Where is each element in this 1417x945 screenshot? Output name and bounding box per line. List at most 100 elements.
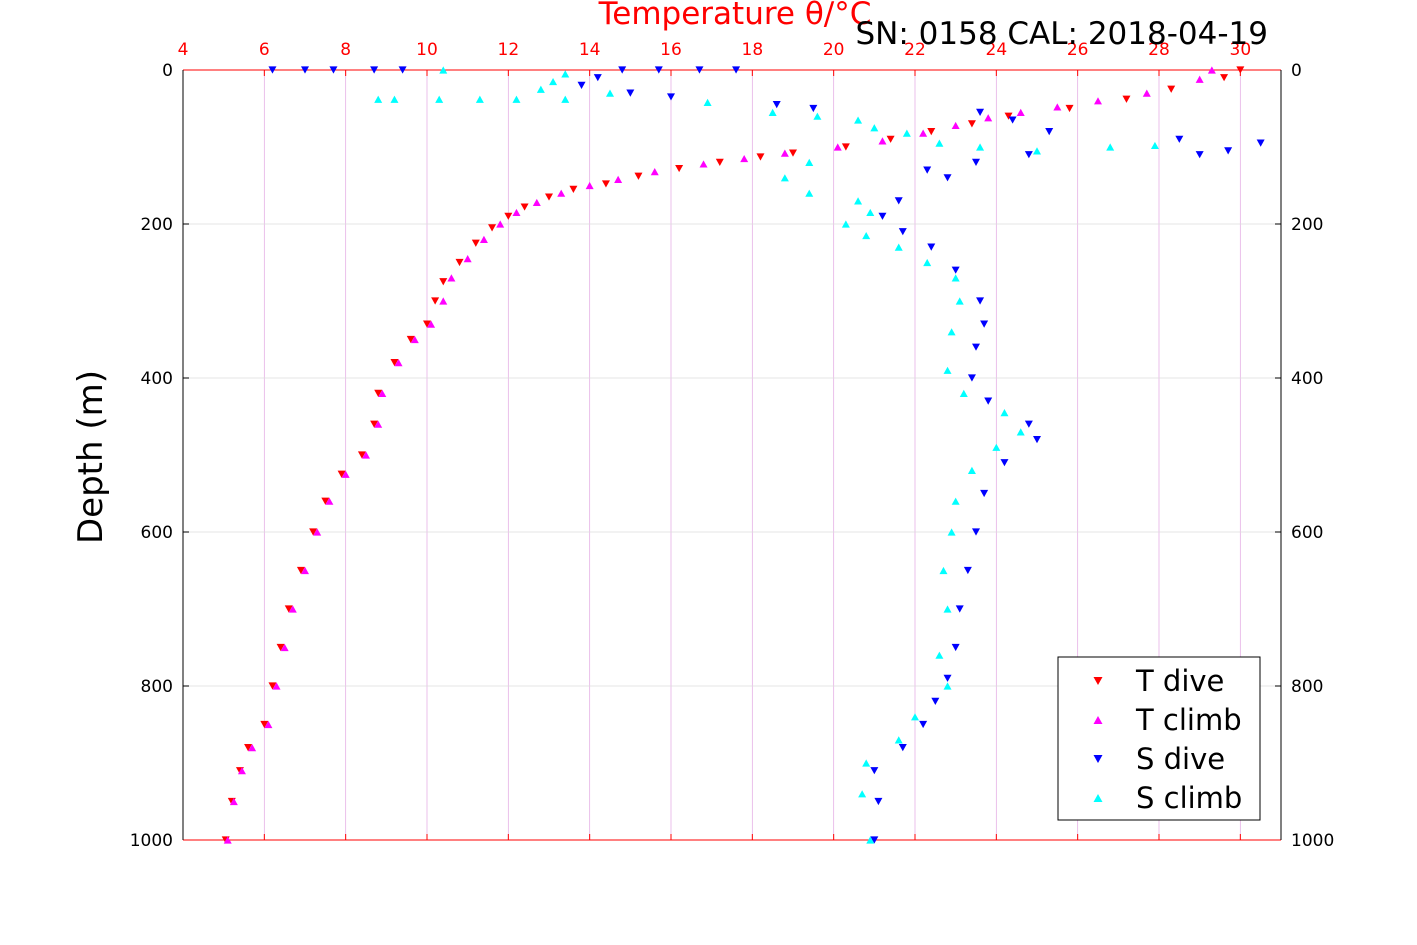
data-point [943, 366, 952, 374]
x-tick-label: 12 [498, 40, 520, 60]
data-point [927, 243, 936, 251]
data-point [654, 66, 663, 74]
data-point [976, 143, 985, 151]
data-point [329, 66, 338, 74]
data-point [439, 66, 448, 74]
data-point [561, 70, 570, 78]
data-point [858, 790, 867, 798]
x-tick-label: 4 [178, 40, 189, 60]
data-point [577, 81, 586, 89]
data-point [1094, 97, 1102, 105]
data-point [1150, 141, 1159, 150]
data-point [870, 836, 879, 844]
data-point [1016, 428, 1025, 436]
data-point [951, 497, 960, 505]
data-point [805, 189, 814, 197]
data-point [1142, 89, 1151, 97]
data-point [626, 89, 635, 97]
data-point [1256, 139, 1265, 147]
data-point [1195, 75, 1204, 83]
data-point [927, 128, 936, 136]
data-point [288, 605, 297, 613]
data-point [935, 139, 944, 147]
series-s-climb [374, 66, 1159, 844]
data-point [878, 212, 887, 220]
data-point [740, 154, 749, 163]
data-point [886, 135, 895, 143]
data-point [272, 682, 281, 690]
data-point [390, 95, 399, 103]
data-point [614, 175, 623, 183]
y-axis-label: Depth (m) [71, 370, 111, 544]
data-point [866, 208, 875, 217]
data-point [321, 497, 330, 505]
data-point [504, 212, 513, 220]
data-point [878, 137, 887, 145]
data-point [862, 231, 871, 240]
data-point [1220, 74, 1229, 82]
data-point [703, 98, 712, 106]
x-tick-label: 28 [1148, 40, 1170, 60]
data-point [406, 335, 415, 344]
data-point [301, 66, 309, 74]
data-point [695, 66, 704, 74]
data-point [431, 297, 440, 305]
data-point [1033, 436, 1041, 444]
data-point [439, 278, 448, 286]
data-point [898, 228, 907, 236]
tick-labels: 4 6 8 10 12 14 16 18 20 22 24 26 28 30 0 0 200 200 400 400 6… [130, 40, 1335, 851]
data-point [923, 258, 932, 267]
data-point [732, 66, 741, 74]
data-point [1065, 104, 1074, 113]
data-point [423, 320, 431, 328]
data-point [1207, 66, 1216, 74]
data-point [1033, 147, 1041, 155]
data-point [715, 158, 724, 166]
data-point [479, 235, 488, 243]
data-point [699, 160, 708, 168]
x-tick-label: 14 [579, 40, 601, 60]
data-point [488, 224, 497, 232]
data-point [439, 297, 448, 305]
data-point [923, 166, 932, 174]
y-tick-label-right: 200 [1291, 215, 1323, 235]
data-point [951, 266, 960, 274]
data-point [362, 451, 370, 459]
legend-label: T climb [1135, 703, 1242, 737]
data-point [435, 95, 444, 103]
y-tick-label-right: 0 [1291, 61, 1302, 81]
legend-marker [1093, 715, 1103, 725]
data-point [894, 197, 903, 205]
y-tick-label-left: 400 [141, 369, 173, 389]
data-point [870, 124, 879, 132]
data-point [1000, 459, 1009, 467]
data-point [972, 343, 980, 351]
y-tick-label-left: 200 [141, 215, 173, 235]
data-point [237, 767, 246, 775]
data-point [496, 220, 505, 228]
data-point [841, 220, 850, 228]
legend-box [1057, 656, 1261, 821]
data-point [756, 153, 765, 161]
data-point [244, 744, 253, 752]
data-point [1236, 66, 1245, 74]
data-point [939, 566, 948, 575]
data-point [874, 797, 883, 806]
data-point [984, 397, 993, 405]
data-point [951, 274, 960, 282]
legend-marker [1093, 793, 1103, 803]
data-point [325, 497, 334, 505]
data-point [955, 297, 964, 305]
data-point [780, 149, 789, 157]
data-point [276, 643, 285, 652]
data-point [390, 359, 399, 367]
data-point [980, 489, 989, 498]
data-point [894, 243, 903, 251]
data-point [1024, 151, 1033, 159]
data-point [951, 121, 960, 130]
data-point [898, 744, 907, 752]
y-tick-label-left: 800 [141, 677, 173, 697]
data-point [980, 320, 989, 328]
legend-label: S climb [1136, 781, 1242, 815]
data-point [264, 720, 273, 729]
